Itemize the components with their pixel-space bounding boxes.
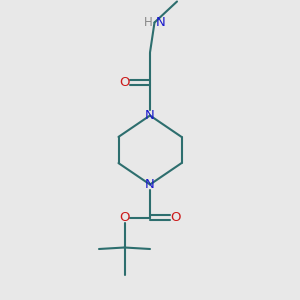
Text: N: N <box>145 109 155 122</box>
Text: O: O <box>170 211 181 224</box>
Text: O: O <box>119 76 130 89</box>
Text: H: H <box>143 16 152 29</box>
Text: N: N <box>145 178 155 191</box>
Text: N: N <box>156 16 166 29</box>
Text: O: O <box>119 211 130 224</box>
